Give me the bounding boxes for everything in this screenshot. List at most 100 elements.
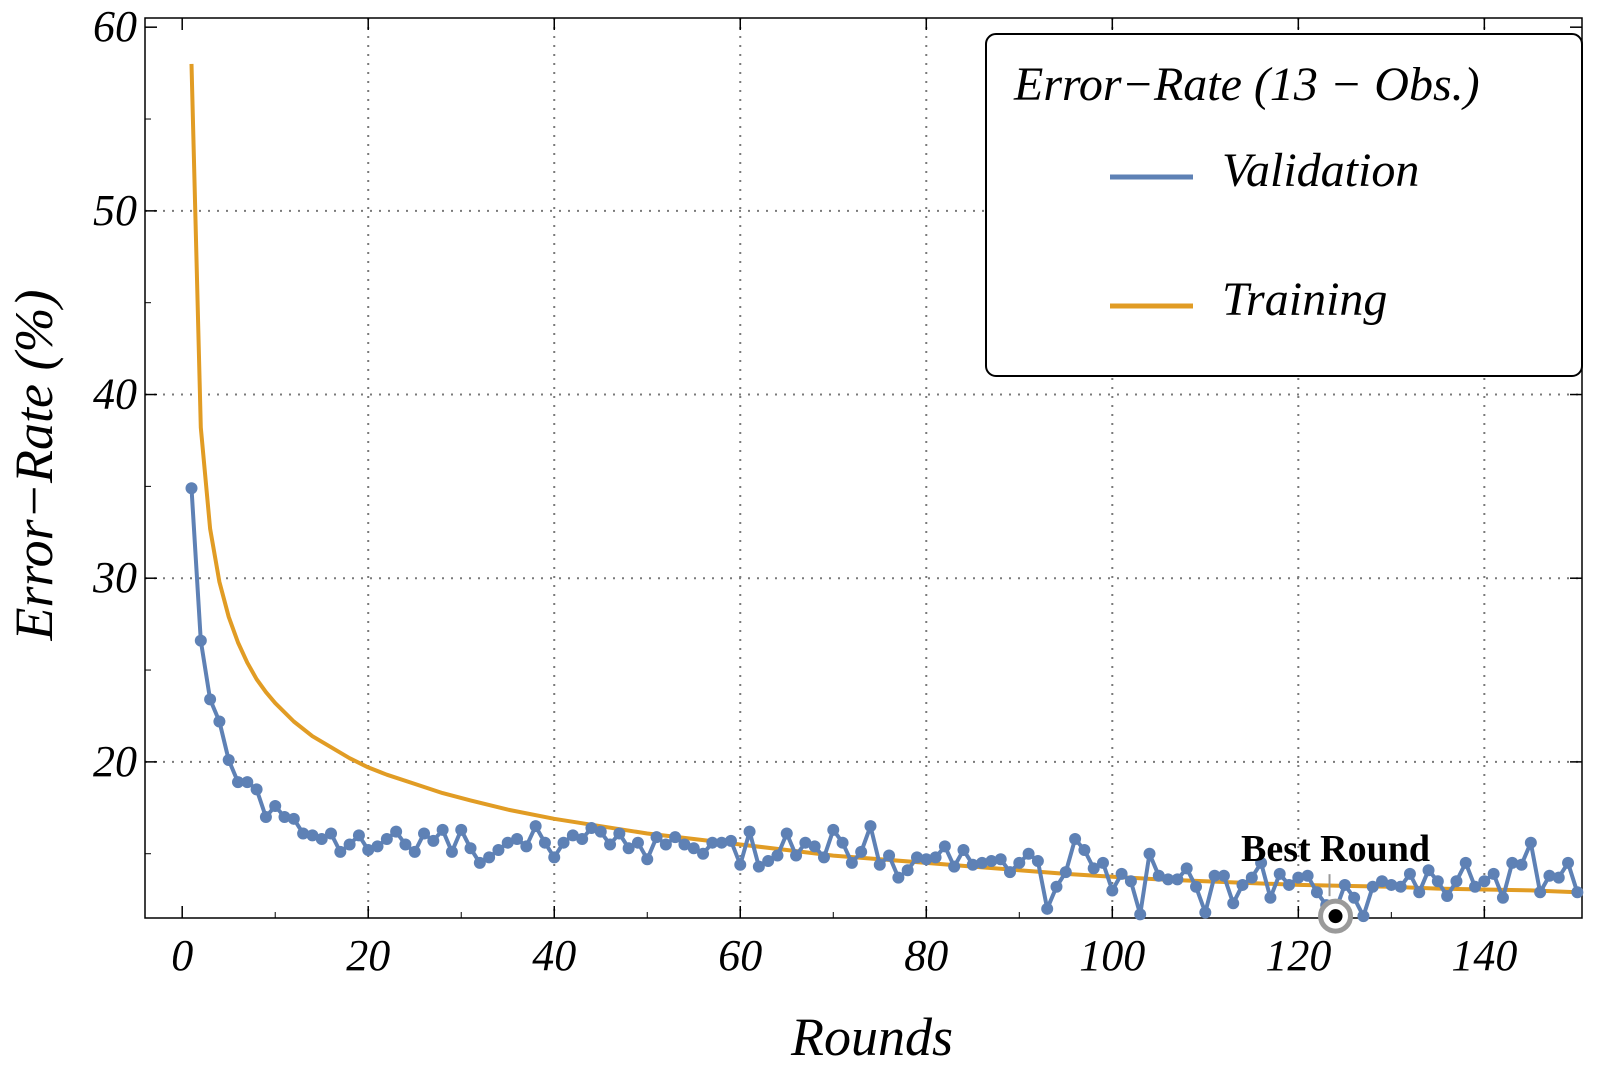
data-point-validation <box>222 754 235 767</box>
data-point-validation <box>464 842 477 855</box>
data-point-validation <box>957 844 970 857</box>
data-point-validation <box>724 834 737 847</box>
data-point-validation <box>985 855 998 868</box>
data-point-validation <box>920 853 933 866</box>
data-point-validation <box>1292 871 1305 884</box>
data-point-validation <box>1208 869 1221 882</box>
y-tick-label: 40 <box>93 370 137 419</box>
data-point-validation <box>966 858 979 871</box>
legend-title: Error−Rate (13 − Obs.) <box>1013 58 1480 111</box>
best-round-label: Best Round <box>1241 828 1430 870</box>
data-point-validation <box>1022 847 1035 860</box>
data-point-validation <box>669 831 682 844</box>
y-tick-label: 60 <box>93 2 137 51</box>
data-point-validation <box>1496 891 1509 904</box>
data-point-validation <box>1450 875 1463 888</box>
data-point-validation <box>1003 866 1016 879</box>
data-point-validation <box>399 838 412 851</box>
data-point-validation <box>1190 880 1203 893</box>
axis-ticks: 0 20 40 60 80 100 120 140 20 30 40 50 60 <box>92 2 1582 980</box>
data-point-validation <box>343 838 356 851</box>
data-point-validation <box>743 825 756 838</box>
legend-box <box>985 33 1583 377</box>
data-point-validation <box>1469 880 1482 893</box>
data-point-validation <box>1152 869 1165 882</box>
x-axis-title: Rounds <box>790 1007 953 1067</box>
data-point-validation <box>706 836 719 849</box>
data-point-validation <box>1562 856 1575 869</box>
x-tick-label: 0 <box>171 931 193 980</box>
data-point-validation <box>929 851 942 864</box>
data-point-validation <box>1515 858 1528 871</box>
data-point-validation <box>1310 886 1323 899</box>
data-point-validation <box>845 856 858 869</box>
data-point-validation <box>1459 856 1472 869</box>
legend-label-training: Training <box>1222 273 1387 326</box>
data-point-validation <box>1245 871 1258 884</box>
data-point-validation <box>687 842 700 855</box>
data-point-validation <box>241 776 254 789</box>
data-point-validation <box>418 827 431 840</box>
data-point-validation <box>1506 856 1519 869</box>
data-point-validation <box>204 693 217 706</box>
data-point-validation <box>994 853 1007 866</box>
y-axis-title: Error−Rate (%) <box>4 290 64 642</box>
data-point-validation <box>1571 886 1584 899</box>
data-point-validation <box>892 871 905 884</box>
data-point-validation <box>1338 878 1351 891</box>
data-point-validation <box>1162 873 1175 886</box>
data-point-validation <box>594 825 607 838</box>
data-point-validation <box>715 836 728 849</box>
data-point-validation <box>557 836 570 849</box>
data-point-validation <box>576 833 589 846</box>
y-tick-label: 20 <box>93 737 137 786</box>
data-point-validation <box>250 783 263 796</box>
data-point-validation <box>1059 866 1072 879</box>
x-tick-label: 100 <box>1079 931 1145 980</box>
data-point-validation <box>520 840 533 853</box>
data-point-validation <box>650 831 663 844</box>
data-point-validation <box>1078 844 1091 857</box>
data-point-validation <box>390 825 403 838</box>
data-point-validation <box>427 834 440 847</box>
data-point-validation <box>771 849 784 862</box>
data-point-validation <box>1050 880 1063 893</box>
data-point-validation <box>585 822 598 834</box>
data-point-validation <box>566 829 579 842</box>
data-point-validation <box>1134 908 1147 921</box>
data-point-validation <box>538 836 551 849</box>
data-point-validation <box>1534 886 1547 899</box>
data-point-validation <box>697 847 710 860</box>
data-point-validation <box>817 851 830 864</box>
legend: Error−Rate (13 − Obs.) Validation Traini… <box>985 33 1583 377</box>
data-point-validation <box>790 849 803 862</box>
data-point-validation <box>1524 836 1537 849</box>
data-point-validation <box>631 836 644 849</box>
data-point-validation <box>836 836 849 849</box>
data-point-validation <box>808 840 821 853</box>
data-point-validation <box>315 833 328 846</box>
data-point-validation <box>259 810 272 823</box>
best-round-marker <box>1328 909 1343 924</box>
data-point-validation <box>613 827 626 840</box>
data-point-validation <box>1403 867 1416 880</box>
data-point-validation <box>278 810 291 823</box>
data-point-validation <box>501 836 514 849</box>
data-point-validation <box>334 845 347 858</box>
data-point-validation <box>1366 880 1379 893</box>
data-point-validation <box>901 864 914 877</box>
data-point-validation <box>325 827 338 840</box>
data-point-validation <box>1422 864 1435 877</box>
data-point-validation <box>1171 873 1184 886</box>
plot-frame <box>144 17 1583 919</box>
data-point-validation <box>827 823 840 836</box>
data-point-validation <box>976 856 989 869</box>
data-point-validation <box>408 845 421 858</box>
data-point-validation <box>380 833 393 846</box>
x-tick-label: 140 <box>1451 931 1517 980</box>
annotations: Best Round <box>1241 828 1430 934</box>
data-point-validation <box>1236 878 1249 891</box>
y-tick-label: 30 <box>92 553 137 602</box>
data-point-validation <box>1357 910 1370 923</box>
data-point-validation <box>213 715 226 728</box>
